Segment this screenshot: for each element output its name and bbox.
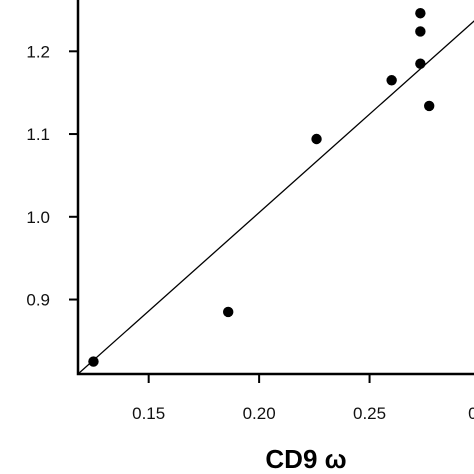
- data-point-8: [423, 100, 435, 112]
- y-tick-label: 1.2: [26, 42, 50, 61]
- x-tick-label: 0.3: [468, 404, 474, 423]
- data-point-5: [415, 8, 426, 19]
- x-axis-title: CD9 ω: [265, 444, 346, 474]
- y-tick-label: 1.1: [26, 125, 50, 144]
- data-point-7: [415, 58, 426, 69]
- data-point-1: [88, 356, 99, 367]
- y-tick-label: 1.0: [26, 208, 50, 227]
- regression-line: [78, 20, 474, 374]
- x-tick-label: 0.25: [353, 404, 386, 423]
- data-point-2: [222, 306, 234, 318]
- x-tick-label: 0.15: [132, 404, 165, 423]
- x-axis: 0.15 0.20 0.25 0.3: [132, 374, 474, 423]
- data-point-3: [311, 133, 322, 145]
- plot-frame: [76, 0, 474, 376]
- data-point-6: [415, 26, 426, 37]
- y-axis: 0.9 1.0 1.1 1.2: [26, 42, 78, 310]
- y-tick-label: 0.9: [26, 291, 50, 310]
- x-tick-label: 0.20: [243, 404, 276, 423]
- data-point-4: [386, 75, 397, 86]
- data-points: [88, 8, 435, 367]
